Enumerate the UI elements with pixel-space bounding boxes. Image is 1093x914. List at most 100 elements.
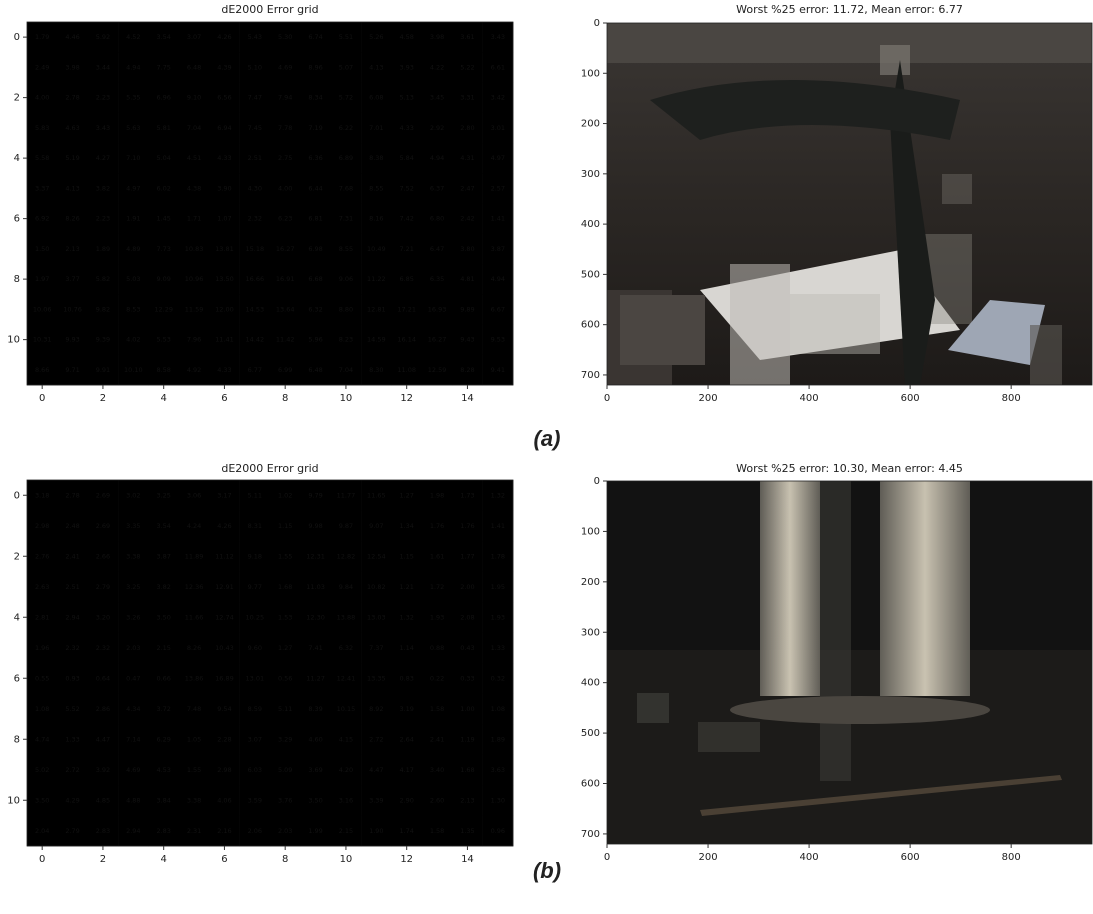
y-tick-label: 10 [7, 795, 20, 806]
cell-label: 6.77 [248, 366, 262, 374]
cell-label: 1.33 [491, 644, 505, 652]
cell-label: 4.27 [96, 154, 110, 162]
cell-label: 1.89 [96, 245, 110, 253]
cell-label: 8.16 [369, 215, 383, 223]
cell-label: 2.60 [430, 796, 444, 804]
cell-label: 0.47 [126, 674, 140, 682]
x-tick-label: 12 [400, 854, 413, 865]
cell-label: 3.25 [156, 491, 170, 499]
cell-label: 1.74 [399, 827, 413, 835]
cell-label: 4.30 [248, 184, 262, 192]
cell-label: 2.72 [369, 735, 383, 743]
cell-label: 3.43 [96, 124, 110, 132]
cell-label: 8.53 [126, 305, 140, 313]
cell-label: 8.38 [369, 154, 383, 162]
cell-label: 1.27 [399, 491, 413, 499]
cell-label: 3.80 [460, 245, 474, 253]
cell-label: 2.76 [35, 552, 49, 560]
cell-label: 6.37 [430, 184, 444, 192]
y-tick-label: 500 [581, 269, 600, 280]
cell-label: 13.35 [367, 674, 386, 682]
cell-label: 3.63 [491, 766, 505, 774]
cell-label: 9.54 [217, 705, 231, 713]
cell-label: 6.56 [217, 94, 231, 102]
cell-label: 6.22 [339, 124, 353, 132]
x-tick-label: 8 [282, 393, 288, 404]
cell-label: 3.39 [369, 796, 383, 804]
cell-label: 1.41 [491, 215, 505, 223]
cell-label: 16.89 [215, 674, 234, 682]
cell-label: 2.16 [217, 827, 231, 835]
cell-label: 2.72 [65, 766, 79, 774]
x-tick-label: 400 [800, 393, 819, 404]
cell-label: 12.54 [367, 552, 386, 560]
cell-label: 1.35 [460, 827, 474, 835]
cell-label: 3.25 [126, 583, 140, 591]
x-tick-label: 0 [39, 854, 45, 865]
cell-label: 4.69 [278, 63, 292, 71]
cell-label: 2.79 [96, 583, 110, 591]
cell-label: 7.78 [278, 124, 292, 132]
cell-label: 3.50 [156, 613, 170, 621]
figure: dE2000 Error grid1.794.465.924.523.543.0… [0, 0, 1093, 914]
cell-label: 5.04 [156, 154, 170, 162]
y-tick-label: 8 [14, 734, 20, 745]
cell-label: 3.93 [399, 63, 413, 71]
cell-label: 1.41 [491, 522, 505, 530]
cell-label: 5.43 [248, 33, 262, 41]
cell-label: 2.04 [35, 827, 49, 835]
cell-label: 2.03 [126, 644, 140, 652]
cell-label: 3.82 [96, 184, 110, 192]
cell-label: 8.66 [35, 366, 49, 374]
cell-label: 12.91 [215, 583, 234, 591]
cell-label: 3.17 [217, 491, 231, 499]
cell-label: 7.68 [339, 184, 353, 192]
cell-label: 5.02 [35, 766, 49, 774]
cell-label: 6.92 [35, 215, 49, 223]
x-tick-label: 14 [461, 393, 474, 404]
cell-label: 5.30 [278, 33, 292, 41]
cell-label: 1.93 [430, 613, 444, 621]
y-tick-label: 700 [581, 370, 600, 381]
cell-label: 9.71 [65, 366, 79, 374]
y-tick-label: 0 [14, 490, 20, 501]
cell-label: 2.83 [96, 827, 110, 835]
cell-label: 5.09 [278, 766, 292, 774]
cell-label: 9.39 [96, 336, 110, 344]
cell-label: 8.55 [339, 245, 353, 253]
cell-label: 7.73 [156, 245, 170, 253]
cell-label: 2.80 [460, 124, 474, 132]
cell-label: 1.72 [430, 583, 444, 591]
cell-label: 0.32 [491, 674, 505, 682]
cell-label: 4.00 [35, 94, 49, 102]
cell-label: 4.17 [399, 766, 413, 774]
cell-label: 0.43 [460, 644, 474, 652]
cell-label: 4.38 [187, 184, 201, 192]
cell-label: 6.48 [308, 366, 322, 374]
cell-label: 1.93 [491, 613, 505, 621]
cell-label: 1.45 [156, 215, 170, 223]
cell-label: 8.26 [65, 215, 79, 223]
x-tick-label: 600 [901, 852, 920, 863]
cell-label: 3.16 [339, 796, 353, 804]
x-tick-label: 0 [604, 393, 610, 404]
cell-label: 2.48 [65, 522, 79, 530]
cell-label: 6.99 [278, 366, 292, 374]
cell-label: 8.30 [369, 366, 383, 374]
cell-label: 5.11 [278, 705, 292, 713]
cell-label: 1.34 [399, 522, 413, 530]
cell-label: 2.32 [248, 215, 262, 223]
cell-label: 4.89 [126, 245, 140, 253]
cell-label: 3.38 [187, 796, 201, 804]
cell-label: 10.83 [185, 245, 204, 253]
cell-label: 1.53 [278, 613, 292, 621]
cell-label: 4.13 [369, 63, 383, 71]
y-tick-label: 100 [581, 526, 600, 537]
cell-label: 3.50 [308, 796, 322, 804]
cell-label: 5.51 [339, 33, 353, 41]
cell-label: 1.14 [399, 644, 413, 652]
cell-label: 5.83 [35, 124, 49, 132]
cell-label: 3.87 [491, 245, 505, 253]
cell-label: 1.55 [278, 552, 292, 560]
cell-label: 11.89 [185, 552, 204, 560]
